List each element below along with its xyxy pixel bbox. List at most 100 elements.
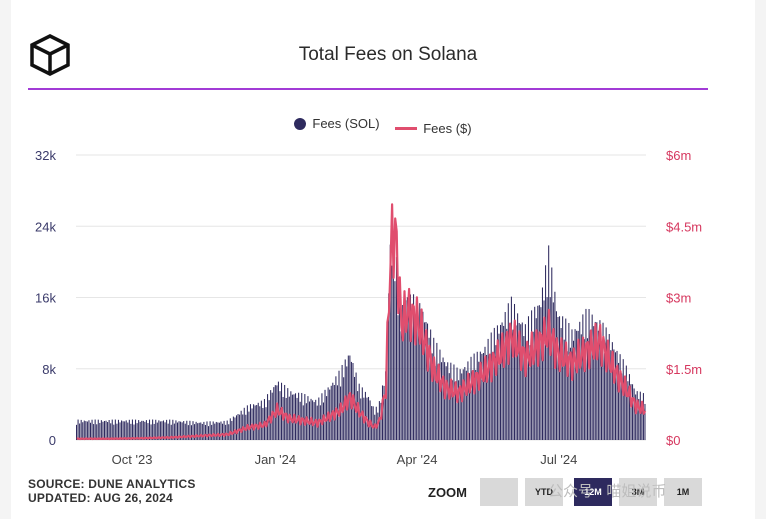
fee-bar	[357, 391, 359, 440]
fee-bar	[602, 322, 604, 440]
zoom-button-3m[interactable]: 3M	[619, 478, 657, 506]
fee-bar	[108, 419, 110, 440]
fee-bar	[301, 392, 303, 440]
fee-bar	[492, 356, 494, 440]
fee-bar	[577, 330, 579, 440]
fee-bar	[91, 419, 93, 440]
fee-bar	[82, 422, 84, 440]
fee-bar	[495, 345, 497, 440]
legend-item-usd[interactable]: Fees ($)	[395, 120, 472, 136]
fee-bar	[142, 420, 144, 440]
fee-bar	[484, 346, 486, 440]
x-tick-label: Apr '24	[397, 452, 438, 467]
fee-bar	[94, 419, 96, 440]
fee-bar	[465, 370, 467, 440]
fee-bar	[613, 349, 615, 440]
fee-bar	[644, 403, 646, 440]
fee-bar	[391, 265, 393, 440]
legend-label-usd: Fees ($)	[423, 120, 472, 136]
fee-bar	[212, 421, 214, 440]
fee-bar	[152, 419, 154, 440]
fee-bar	[405, 300, 407, 440]
fee-bar	[423, 322, 425, 440]
fee-bar	[591, 314, 593, 440]
fee-bar	[422, 311, 424, 440]
fee-bar	[79, 423, 81, 440]
fee-bar	[632, 384, 634, 440]
fee-bar	[237, 414, 239, 440]
fee-bar	[321, 393, 323, 440]
fee-bar	[549, 297, 551, 440]
fee-bar	[169, 419, 171, 440]
fee-bar	[186, 420, 188, 440]
fee-bar	[604, 353, 606, 440]
fee-bar	[176, 422, 179, 440]
fee-bar	[284, 384, 286, 440]
fee-bar	[270, 390, 272, 440]
fee-bar	[442, 357, 444, 440]
zoom-button-ytd[interactable]: YTD	[525, 478, 563, 506]
watermark: 公众号 · 喵姐说币	[548, 483, 667, 500]
fee-bar	[208, 426, 210, 440]
x-tick-label: Jul '24	[540, 452, 577, 467]
fee-bar	[571, 329, 573, 440]
fee-bar	[161, 421, 163, 440]
fee-bar	[574, 329, 576, 440]
fee-bar	[150, 424, 152, 440]
zoom-button-1m[interactable]: 1M	[664, 478, 702, 506]
y-left-tick-label: 0	[49, 433, 56, 448]
fee-bar	[411, 316, 413, 440]
fee-bar	[619, 354, 621, 440]
legend-item-sol[interactable]: Fees (SOL)	[294, 116, 380, 131]
fee-bar	[500, 324, 502, 440]
fee-bar	[159, 421, 161, 440]
fee-bar	[395, 257, 397, 440]
fee-bar	[239, 414, 241, 440]
fee-bar	[627, 381, 629, 440]
fee-bar	[181, 422, 183, 440]
dune-logo-icon	[30, 34, 70, 76]
fee-bar	[467, 361, 469, 440]
fee-bar	[622, 359, 624, 440]
chart-title: Total Fees on Solana	[298, 44, 478, 65]
footer: SOURCE: DUNE ANALYTICS UPDATED: AUG 26, …	[28, 477, 196, 505]
fee-bar	[580, 334, 582, 440]
legend: Fees (SOL) Fees ($)	[0, 116, 766, 136]
fee-bar	[304, 394, 306, 440]
fee-bar	[338, 370, 340, 440]
fee-bar	[431, 353, 433, 440]
fee-bar	[256, 405, 258, 440]
fee-bar	[585, 308, 587, 440]
fee-bar	[232, 416, 234, 440]
fee-bar	[588, 309, 590, 440]
fee-bar	[214, 423, 216, 440]
fee-bar	[470, 356, 472, 440]
fee-bar	[229, 418, 231, 440]
fee-bar	[131, 419, 133, 440]
fee-bar	[136, 423, 138, 440]
fee-bar	[235, 415, 238, 440]
fee-bar	[102, 421, 104, 440]
fee-bar	[568, 322, 570, 440]
zoom-button-12m[interactable]: 12M	[574, 478, 612, 506]
fee-bar	[263, 399, 265, 440]
fee-bar	[133, 424, 135, 440]
fee-bar	[526, 343, 528, 440]
fee-bar	[427, 323, 429, 440]
fee-bar	[638, 398, 640, 440]
fee-bar	[531, 310, 533, 440]
fee-bar	[413, 294, 415, 440]
fee-bar	[144, 421, 146, 440]
fee-bar	[639, 391, 641, 440]
fee-bar	[190, 425, 192, 440]
fee-bar	[541, 287, 543, 440]
fee-bar	[487, 338, 489, 440]
fee-bar	[223, 420, 225, 440]
fee-bar	[614, 352, 616, 440]
zoom-button-all[interactable]	[480, 478, 518, 506]
fee-bar	[458, 380, 460, 440]
fee-bar	[110, 423, 112, 440]
fee-bar	[243, 407, 245, 440]
fee-bar	[97, 419, 99, 440]
fee-bar	[579, 321, 581, 440]
